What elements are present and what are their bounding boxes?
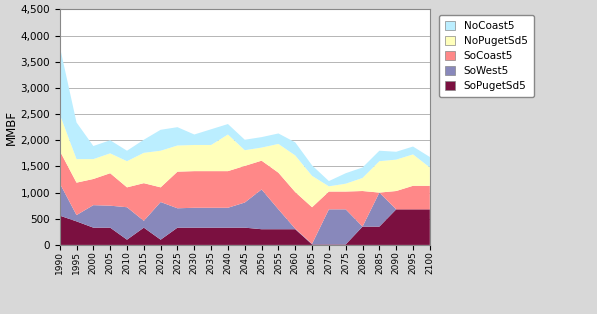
Y-axis label: MMBF: MMBF bbox=[5, 110, 17, 145]
Legend: NoCoast5, NoPugetSd5, SoCoast5, SoWest5, SoPugetSd5: NoCoast5, NoPugetSd5, SoCoast5, SoWest5,… bbox=[439, 15, 534, 97]
